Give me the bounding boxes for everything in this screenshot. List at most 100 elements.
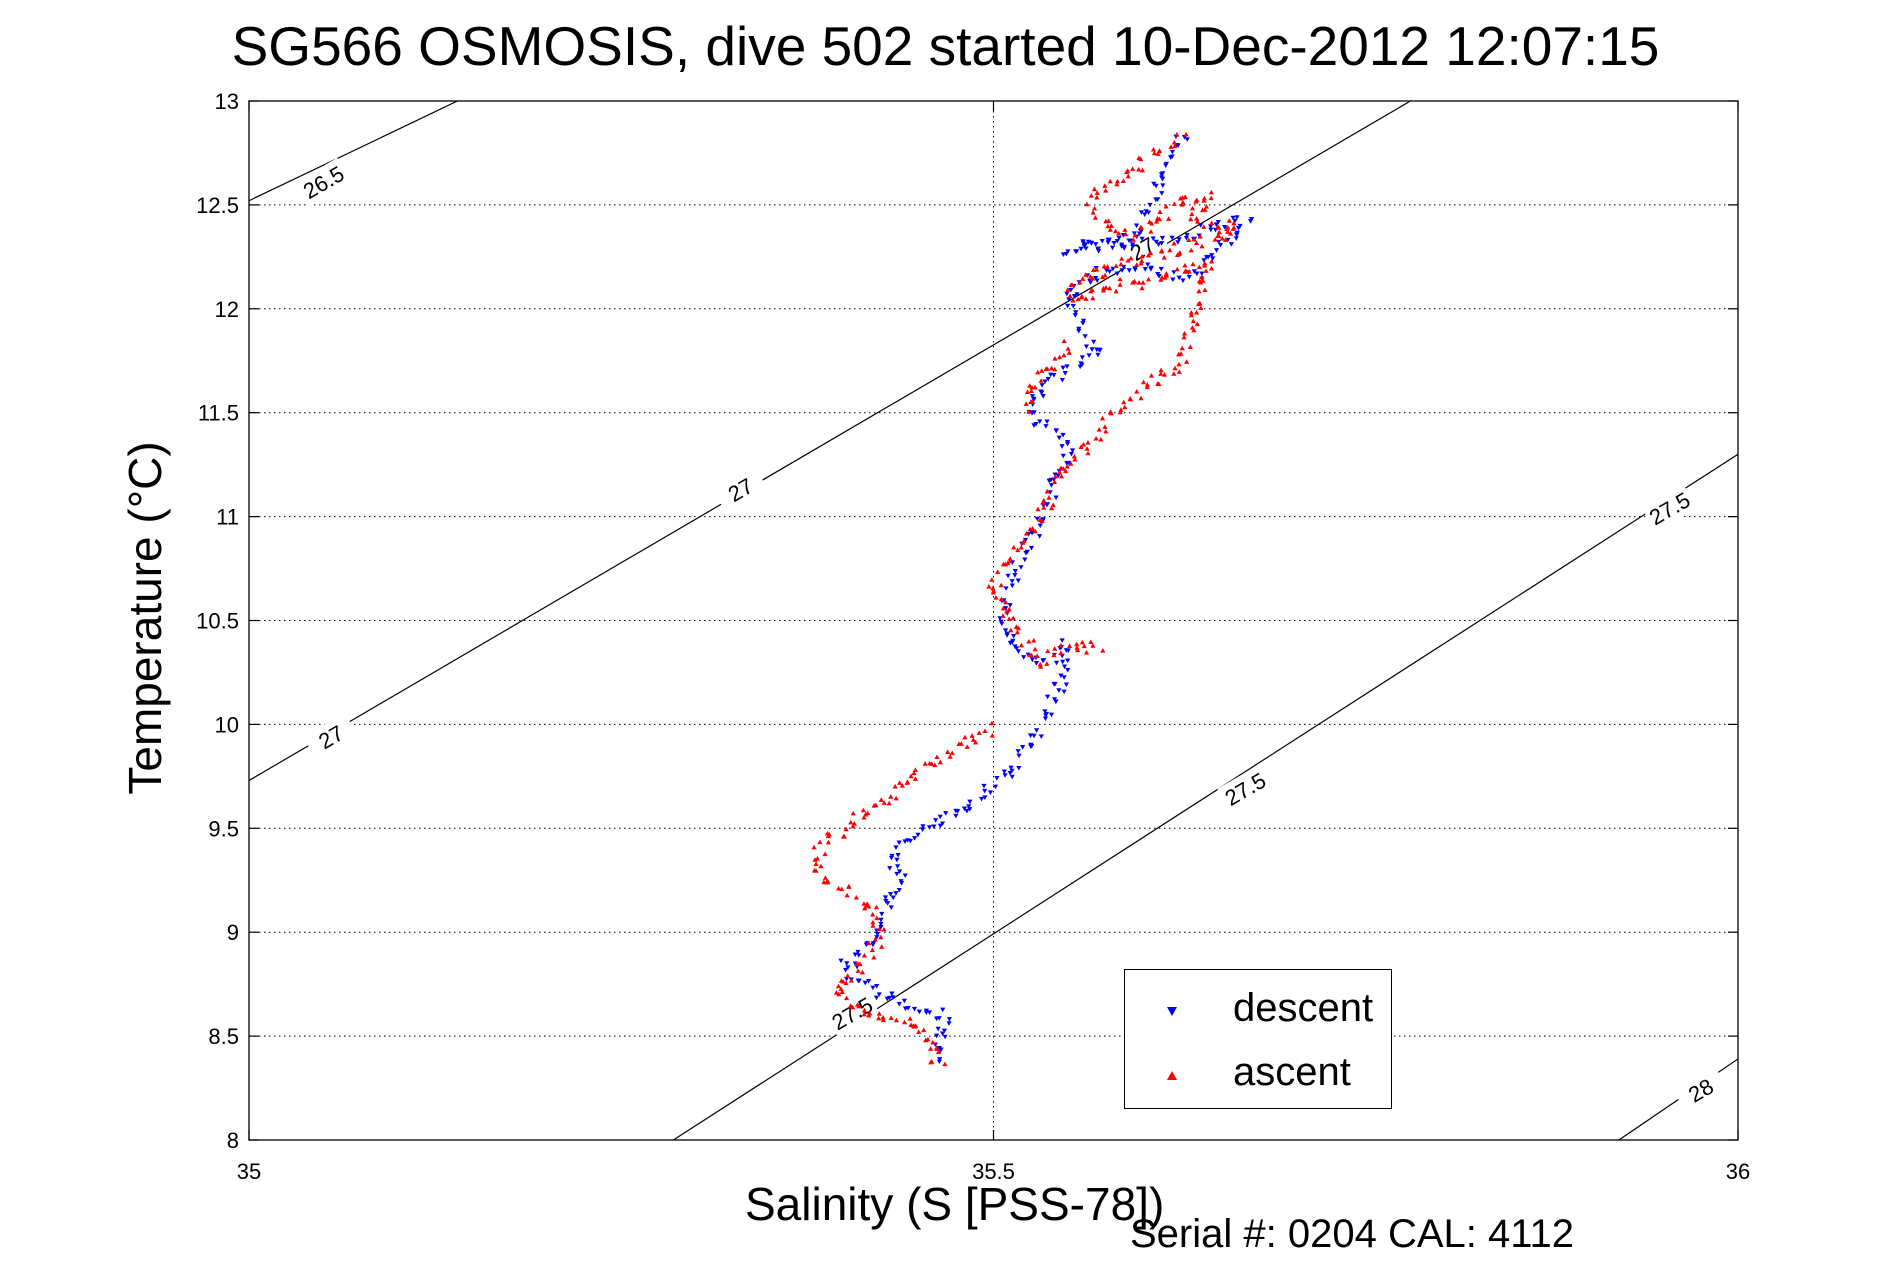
descent-point — [895, 864, 901, 869]
descent-point — [1088, 241, 1095, 246]
descent-point — [893, 845, 899, 850]
ascent-point — [872, 936, 878, 942]
descent-point — [981, 783, 987, 789]
descent-point — [1082, 334, 1088, 339]
descent-point — [1037, 419, 1043, 424]
descent-point — [1028, 744, 1034, 749]
ascent-point — [1198, 305, 1204, 310]
ascent-point — [1077, 280, 1083, 285]
descent-point — [1208, 227, 1214, 233]
ascent-point — [1081, 643, 1087, 649]
descent-point — [882, 895, 889, 900]
ascent-point — [1174, 131, 1180, 137]
ascent-point — [982, 728, 988, 734]
ascent-point — [1139, 253, 1145, 259]
descent-point — [1045, 694, 1051, 700]
descent-point — [845, 965, 851, 970]
ascent-point — [838, 978, 844, 983]
descent-point — [1058, 673, 1064, 679]
ascent-point — [1085, 440, 1091, 445]
descent-point — [1175, 240, 1181, 245]
descent-point — [888, 905, 894, 910]
descent-point — [923, 1008, 929, 1014]
ascent-point — [1061, 338, 1067, 344]
descent-point — [998, 619, 1004, 625]
ascent-point — [1007, 556, 1013, 561]
descent-point — [1199, 271, 1205, 277]
ascent-point — [1080, 441, 1087, 447]
descent-point — [1191, 269, 1197, 274]
descent-point — [1095, 246, 1101, 252]
descent-point — [1022, 557, 1028, 563]
ascent-point — [1123, 231, 1129, 237]
y-tick-label: 12 — [215, 297, 239, 322]
ascent-point — [1094, 190, 1100, 195]
descent-point — [1169, 235, 1175, 241]
ascent-point — [1225, 229, 1231, 234]
descent-point — [1078, 361, 1084, 366]
ascent-point — [1099, 274, 1106, 280]
ascent-point — [1058, 473, 1065, 479]
ascent-point — [892, 783, 898, 789]
ascent-point — [1090, 295, 1096, 301]
ascent-point — [1011, 544, 1017, 550]
ascent-point — [824, 830, 831, 836]
descent-point — [1059, 638, 1065, 643]
ascent-point — [1083, 650, 1090, 655]
descent-point — [1012, 573, 1018, 578]
ascent-point — [911, 770, 917, 776]
ascent-point — [986, 583, 992, 589]
ascent-point — [1193, 240, 1200, 246]
ascent-point — [989, 720, 995, 726]
descent-marker-icon — [1167, 1007, 1177, 1016]
ascent-point — [993, 595, 999, 600]
descent-point — [936, 1059, 942, 1065]
descent-point — [1011, 634, 1017, 639]
ascent-point — [1090, 209, 1096, 215]
descent-point — [1150, 236, 1156, 242]
descent-point — [902, 873, 908, 879]
ascent-point — [1199, 243, 1205, 249]
ascent-point — [1052, 473, 1059, 479]
ascent-point — [1174, 252, 1181, 258]
ascent-point — [1066, 350, 1072, 355]
descent-point — [878, 917, 884, 923]
ascent-point — [1096, 427, 1102, 432]
ascent-point — [1194, 321, 1200, 327]
ascent-point — [1174, 266, 1180, 272]
descent-point — [933, 818, 939, 823]
descent-point — [1194, 271, 1200, 277]
descent-point — [1160, 183, 1166, 188]
ascent-point — [1039, 368, 1045, 373]
ascent-point — [921, 1027, 927, 1033]
descent-point — [912, 836, 918, 841]
ascent-point — [1181, 334, 1187, 340]
ascent-point — [1201, 195, 1207, 201]
ascent-point — [1065, 287, 1071, 292]
descent-point — [1091, 339, 1097, 345]
y-tick-label: 11 — [216, 505, 239, 530]
ascent-point — [870, 923, 876, 928]
ascent-point — [1161, 254, 1167, 260]
ascent-point — [878, 797, 884, 802]
ascent-point — [1006, 606, 1012, 612]
descent-point — [1083, 242, 1089, 247]
ascent-point — [1027, 526, 1033, 532]
descent-point — [1042, 379, 1048, 385]
descent-point — [1176, 237, 1182, 242]
descent-point — [1065, 667, 1071, 673]
ascent-point — [1088, 193, 1094, 198]
ascent-point — [907, 1016, 913, 1021]
ascent-point — [1000, 613, 1006, 618]
ascent-point — [1202, 263, 1208, 268]
descent-point — [1094, 278, 1100, 284]
ascent-point — [1103, 187, 1109, 193]
ascent-point — [1140, 280, 1146, 285]
isopycnal-label-bg — [824, 989, 880, 1038]
descent-point — [1048, 712, 1055, 718]
descent-point — [1114, 238, 1120, 244]
ascent-point — [1191, 236, 1197, 242]
descent-point — [953, 813, 959, 819]
ascent-point — [1224, 226, 1230, 232]
ascent-point — [1039, 518, 1045, 524]
